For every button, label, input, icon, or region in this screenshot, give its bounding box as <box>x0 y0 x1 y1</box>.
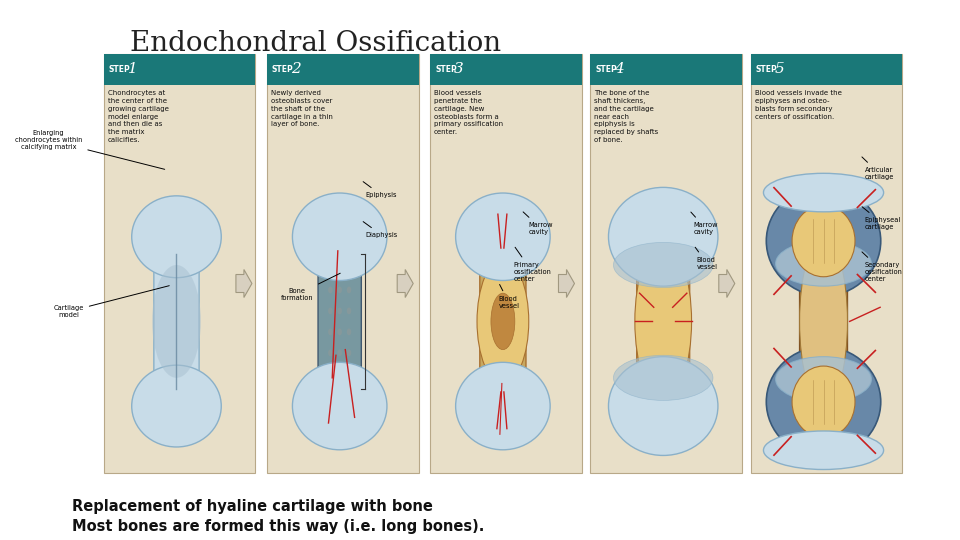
Ellipse shape <box>328 245 332 252</box>
Text: Primary
ossification
center: Primary ossification center <box>514 247 551 282</box>
Ellipse shape <box>338 308 342 314</box>
Text: Bone
formation: Bone formation <box>281 273 340 301</box>
Bar <box>751 54 902 85</box>
Ellipse shape <box>338 328 342 335</box>
Bar <box>590 54 742 472</box>
Ellipse shape <box>792 205 855 277</box>
Ellipse shape <box>456 193 550 280</box>
Ellipse shape <box>328 266 332 272</box>
Text: 4: 4 <box>614 62 624 76</box>
Ellipse shape <box>328 392 332 398</box>
Bar <box>104 54 255 472</box>
Ellipse shape <box>800 237 848 406</box>
Bar <box>267 54 419 472</box>
Ellipse shape <box>347 245 351 252</box>
Ellipse shape <box>613 242 713 287</box>
Ellipse shape <box>609 187 718 286</box>
Text: STEP: STEP <box>272 65 294 74</box>
FancyBboxPatch shape <box>154 254 199 411</box>
Ellipse shape <box>338 245 342 252</box>
Ellipse shape <box>338 392 342 398</box>
Text: Replacement of hyaline cartilage with bone: Replacement of hyaline cartilage with bo… <box>72 500 433 515</box>
Ellipse shape <box>132 365 221 447</box>
Ellipse shape <box>613 355 713 401</box>
Text: Blood vessels invade the
epiphyses and osteo-
blasts form secondary
centers of o: Blood vessels invade the epiphyses and o… <box>755 90 842 119</box>
Text: Blood vessels
penetrate the
cartilage. New
osteoblasts form a
primary ossificati: Blood vessels penetrate the cartilage. N… <box>434 90 503 135</box>
Bar <box>104 54 255 85</box>
Ellipse shape <box>766 186 880 296</box>
Text: Diaphysis: Diaphysis <box>363 221 397 238</box>
Ellipse shape <box>152 265 201 378</box>
FancyBboxPatch shape <box>318 256 361 409</box>
Ellipse shape <box>347 349 351 356</box>
Ellipse shape <box>338 349 342 356</box>
Ellipse shape <box>347 370 351 377</box>
Text: 3: 3 <box>454 62 464 76</box>
Ellipse shape <box>763 173 883 212</box>
Ellipse shape <box>328 349 332 356</box>
Bar <box>430 54 582 472</box>
Bar <box>590 54 742 85</box>
Text: Enlarging
chondrocytes within
calcifying matrix: Enlarging chondrocytes within calcifying… <box>15 130 165 170</box>
FancyArrow shape <box>719 269 734 298</box>
Ellipse shape <box>293 362 387 450</box>
Ellipse shape <box>491 293 515 349</box>
Text: The bone of the
shaft thickens,
and the cartilage
near each
epiphysis is
replace: The bone of the shaft thickens, and the … <box>594 90 659 143</box>
Text: Marrow
cavity: Marrow cavity <box>691 212 718 235</box>
FancyBboxPatch shape <box>636 256 689 409</box>
Text: STEP: STEP <box>108 65 131 74</box>
Ellipse shape <box>328 370 332 377</box>
Ellipse shape <box>347 308 351 314</box>
Ellipse shape <box>766 347 880 457</box>
Ellipse shape <box>347 287 351 293</box>
Text: Articular
cartilage: Articular cartilage <box>862 157 894 180</box>
Text: STEP: STEP <box>595 65 617 74</box>
Ellipse shape <box>132 196 221 278</box>
Ellipse shape <box>347 328 351 335</box>
Ellipse shape <box>338 287 342 293</box>
Text: Blood
vessel: Blood vessel <box>498 285 519 309</box>
Text: Marrow
cavity: Marrow cavity <box>523 212 553 235</box>
Ellipse shape <box>293 193 387 280</box>
Ellipse shape <box>776 357 872 402</box>
Text: Endochondral Ossification: Endochondral Ossification <box>130 30 501 57</box>
Ellipse shape <box>792 366 855 437</box>
Text: Cartilage
model: Cartilage model <box>54 286 169 318</box>
Ellipse shape <box>328 287 332 293</box>
Text: 2: 2 <box>291 62 300 76</box>
Text: Epiphysis: Epiphysis <box>363 181 397 198</box>
Bar <box>751 54 902 472</box>
Ellipse shape <box>328 308 332 314</box>
FancyBboxPatch shape <box>800 270 848 404</box>
Ellipse shape <box>338 370 342 377</box>
Ellipse shape <box>776 241 872 286</box>
Bar <box>267 54 419 85</box>
Text: Chondrocytes at
the center of the
growing cartilage
model enlarge
and then die a: Chondrocytes at the center of the growin… <box>108 90 169 143</box>
FancyArrow shape <box>397 269 413 298</box>
Ellipse shape <box>338 266 342 272</box>
Ellipse shape <box>763 431 883 469</box>
FancyArrow shape <box>559 269 574 298</box>
Ellipse shape <box>456 362 550 450</box>
Text: Blood
vessel: Blood vessel <box>695 247 717 270</box>
Ellipse shape <box>328 328 332 335</box>
Text: 5: 5 <box>775 62 784 76</box>
Text: Secondary
ossification
center: Secondary ossification center <box>862 252 902 282</box>
FancyArrow shape <box>236 269 252 298</box>
Bar <box>430 54 582 85</box>
Text: STEP: STEP <box>435 65 457 74</box>
Text: STEP: STEP <box>756 65 778 74</box>
Text: Most bones are formed this way (i.e. long bones).: Most bones are formed this way (i.e. lon… <box>72 519 485 535</box>
Ellipse shape <box>609 357 718 455</box>
Text: Epiphyseal
cartilage: Epiphyseal cartilage <box>862 207 900 230</box>
Text: Newly derived
osteoblasts cover
the shaft of the
cartilage in a thin
layer of bo: Newly derived osteoblasts cover the shaf… <box>271 90 333 127</box>
Ellipse shape <box>477 259 529 383</box>
FancyBboxPatch shape <box>480 256 526 409</box>
Ellipse shape <box>635 242 691 401</box>
Text: 1: 1 <box>128 62 137 76</box>
Ellipse shape <box>347 266 351 272</box>
Ellipse shape <box>347 392 351 398</box>
